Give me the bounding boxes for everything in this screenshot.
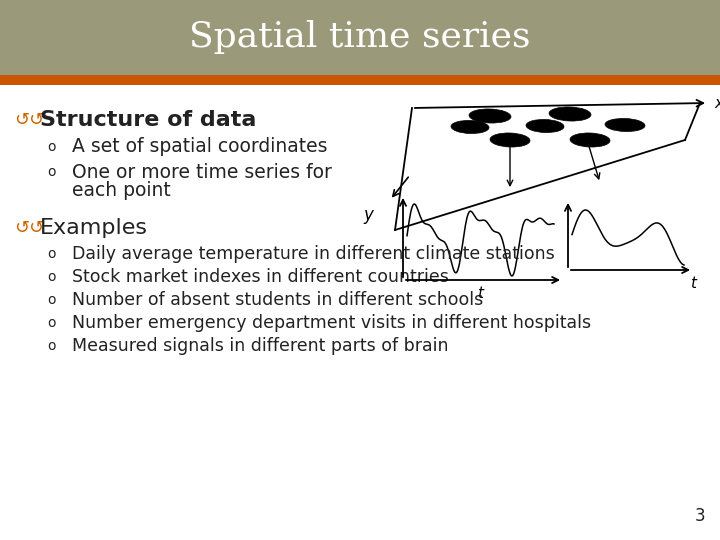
Text: One or more time series for: One or more time series for [72,163,332,181]
Text: each point: each point [72,180,171,199]
Bar [0,0,720,75]
Text: Daily average temperature in different climate stations: Daily average temperature in different c… [72,245,554,263]
Text: o: o [48,140,56,154]
Ellipse shape [570,133,610,147]
Ellipse shape [549,107,591,121]
Text: Spatial time series: Spatial time series [189,21,531,55]
Text: Number of absent students in different schools: Number of absent students in different s… [72,291,483,309]
Text: Measured signals in different parts of brain: Measured signals in different parts of b… [72,337,449,355]
Text: t: t [477,287,484,301]
Text: x: x [714,96,720,111]
Text: o: o [48,247,56,261]
Text: Examples: Examples [40,218,148,238]
Text: ↺↺: ↺↺ [14,111,44,129]
Text: o: o [48,293,56,307]
Text: o: o [48,165,56,179]
Bar [0,75,720,85]
Text: o: o [48,339,56,353]
Text: y: y [363,206,373,224]
Text: A set of spatial coordinates: A set of spatial coordinates [72,138,328,157]
Text: Stock market indexes in different countries: Stock market indexes in different countr… [72,268,449,286]
Ellipse shape [490,133,530,147]
Text: o: o [48,270,56,284]
Ellipse shape [605,118,645,132]
Text: ↺↺: ↺↺ [14,219,44,237]
Text: Structure of data: Structure of data [40,110,256,130]
Ellipse shape [526,119,564,132]
Text: Number emergency department visits in different hospitals: Number emergency department visits in di… [72,314,591,332]
Text: o: o [48,316,56,330]
Text: t: t [690,275,696,291]
Ellipse shape [451,120,489,133]
Text: 3: 3 [694,507,705,525]
Ellipse shape [469,109,511,123]
